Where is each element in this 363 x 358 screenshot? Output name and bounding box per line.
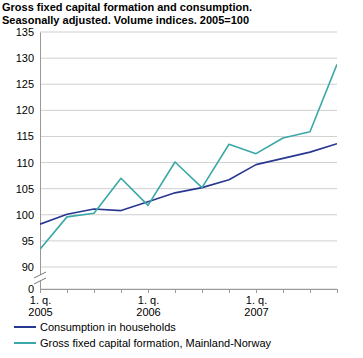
y-tick: 105 — [16, 183, 40, 195]
axis-break — [34, 272, 46, 284]
y-tick-label: 130 — [16, 52, 34, 64]
y-tick: 135 — [16, 26, 40, 38]
grid-line — [40, 58, 337, 59]
x-tick-mark — [229, 289, 230, 293]
y-tick-label: 135 — [16, 26, 34, 38]
x-tick-mark — [256, 289, 257, 293]
x-tick — [337, 289, 338, 293]
x-tick-label-line: 2006 — [136, 306, 160, 318]
y-tick: 130 — [16, 52, 40, 64]
legend-label: Gross fixed capital formation, Mainland-… — [40, 337, 272, 349]
y-tick: 120 — [16, 104, 40, 116]
x-tick-mark — [148, 289, 149, 293]
subtitle: Seasonally adjusted. Volume indices. 200… — [2, 14, 249, 26]
legend-swatch — [14, 342, 36, 344]
grid-line — [40, 289, 337, 290]
x-tick — [310, 289, 311, 293]
x-tick-label-line: 2005 — [28, 306, 52, 318]
x-axis-line — [41, 289, 338, 290]
grid-line — [40, 32, 337, 33]
x-tick-mark — [175, 289, 176, 293]
grid — [40, 32, 337, 289]
y-tick: 115 — [16, 130, 40, 142]
x-tick-label: 1. q.2006 — [136, 294, 160, 318]
x-tick-mark — [337, 289, 338, 293]
x-axis: 1. q.20051. q.20061. q.2007 — [28, 289, 337, 318]
grid-line — [40, 162, 337, 163]
x-tick-mark — [40, 289, 41, 293]
title: Gross fixed capital formation and consum… — [2, 1, 252, 13]
series-line — [40, 144, 337, 224]
y-tick-label: 90 — [22, 261, 34, 273]
y-axis-line — [40, 33, 41, 290]
legend: Consumption in households Gross fixed cap… — [14, 321, 272, 349]
x-tick-mark — [121, 289, 122, 293]
legend-swatch — [14, 326, 36, 328]
x-tick-mark — [94, 289, 95, 293]
grid-line — [40, 267, 337, 268]
x-tick-mark — [283, 289, 284, 293]
axis-break-line — [34, 272, 46, 278]
x-tick: 1. q.2006 — [136, 289, 160, 318]
y-tick-label: 125 — [16, 78, 34, 90]
chart: Gross fixed capital formation and consum… — [0, 0, 363, 358]
grid-line — [40, 240, 337, 241]
x-tick — [229, 289, 230, 293]
y-tick-label: 115 — [16, 130, 34, 142]
x-tick — [283, 289, 284, 293]
y-tick: 90 — [22, 261, 40, 273]
series-line — [40, 64, 337, 249]
x-tick-mark — [310, 289, 311, 293]
x-tick-label-line: 1. q. — [30, 294, 51, 306]
x-tick-label-line: 1. q. — [138, 294, 159, 306]
x-tick — [121, 289, 122, 293]
y-tick-label: 110 — [16, 157, 34, 169]
x-tick-label: 1. q.2005 — [28, 294, 52, 318]
x-tick — [94, 289, 95, 293]
grid-line — [40, 188, 337, 189]
x-tick: 1. q.2007 — [244, 289, 268, 318]
legend-label: Consumption in households — [40, 321, 176, 333]
x-tick-label: 1. q.2007 — [244, 294, 268, 318]
y-tick-label: 95 — [22, 235, 34, 247]
x-tick-label-line: 2007 — [244, 306, 268, 318]
x-tick: 1. q.2005 — [28, 289, 52, 318]
x-tick — [67, 289, 68, 293]
y-tick-label: 100 — [16, 209, 34, 221]
y-axis: 09095100105110115120125130135 — [16, 26, 41, 295]
x-tick — [202, 289, 203, 293]
y-tick: 95 — [22, 235, 40, 247]
y-tick: 110 — [16, 157, 40, 169]
y-tick: 125 — [16, 78, 40, 90]
x-tick-mark — [202, 289, 203, 293]
lines — [40, 64, 337, 249]
y-tick-label: 120 — [16, 104, 34, 116]
axis-break-gap — [35, 275, 45, 281]
x-tick-label-line: 1. q. — [246, 294, 267, 306]
y-tick: 100 — [16, 209, 40, 221]
x-tick-mark — [67, 289, 68, 293]
axis-break-line — [34, 278, 46, 284]
grid-line — [40, 84, 337, 85]
y-tick-label: 105 — [16, 183, 34, 195]
x-tick — [175, 289, 176, 293]
grid-line — [40, 110, 337, 111]
